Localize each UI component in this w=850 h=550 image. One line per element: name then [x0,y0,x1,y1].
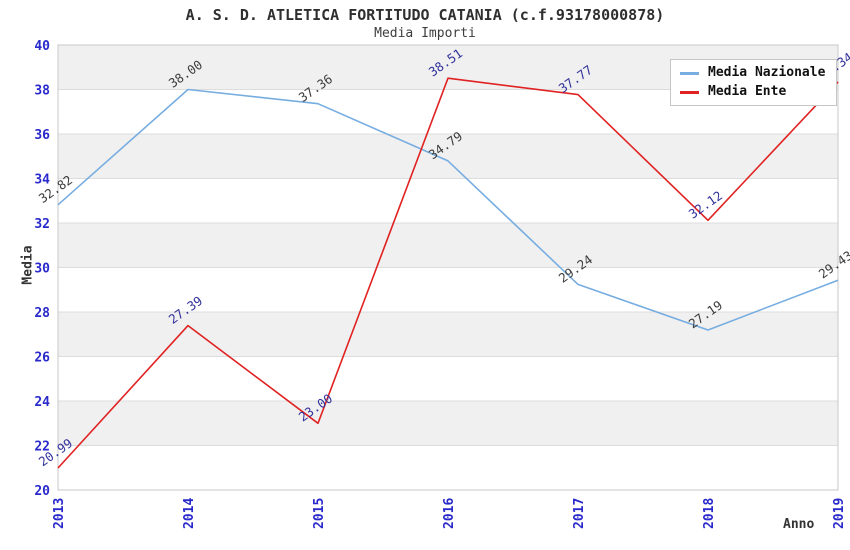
legend: Media Nazionale Media Ente [670,59,838,106]
grid-band [58,178,838,223]
grid-band [58,445,838,490]
grid-band [58,223,838,268]
series-line [57,88,839,331]
y-tick-label: 20 [34,484,50,499]
y-tick-label: 24 [34,395,50,410]
x-tick-label: 2015 [312,498,327,529]
x-tick-label: 2013 [52,498,67,529]
legend-line-swatch-red [680,90,699,94]
legend-label: Media Nazionale [708,65,826,80]
y-tick-label: 38 [34,84,50,99]
x-tick-label: 2017 [572,498,587,529]
y-tick-label: 32 [34,217,50,232]
x-tick-label: 2014 [182,498,197,529]
x-tick-label: 2016 [442,498,457,529]
plot-border [57,44,839,491]
y-tick-label: 36 [34,128,50,143]
y-tick-label: 34 [34,173,50,188]
legend-item-media-ente: Media Ente [680,85,825,99]
grid-band [58,312,838,357]
x-tick-label: 2019 [832,498,847,529]
y-tick-label: 30 [34,262,50,277]
y-tick-label: 40 [34,39,50,54]
x-axis-title: Anno [783,517,815,532]
y-tick-label: 28 [34,306,50,321]
chart-subtitle: Media Importi [374,26,476,41]
grid-band [58,134,838,179]
y-tick-label: 22 [34,440,50,455]
legend-line-swatch-blue [680,71,699,75]
chart-title: A. S. D. ATLETICA FORTITUDO CATANIA (c.f… [185,6,665,24]
legend-item-media-nazionale: Media Nazionale [680,66,825,80]
x-tick-label: 2018 [702,498,717,529]
series-line [57,77,839,469]
grid-band [58,267,838,312]
grid-band [58,401,838,446]
grid-band [58,356,838,401]
y-tick-label: 26 [34,351,50,366]
y-axis-title: Media [20,245,36,285]
legend-label: Media Ente [708,84,787,99]
